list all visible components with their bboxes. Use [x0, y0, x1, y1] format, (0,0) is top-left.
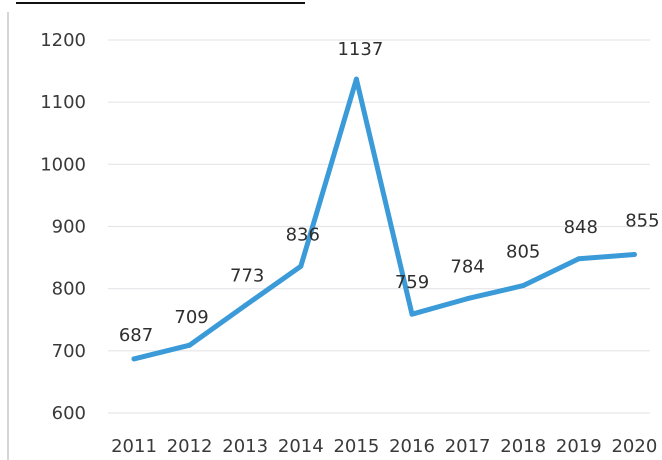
- data-label: 848: [564, 217, 598, 238]
- data-point: [353, 76, 359, 82]
- data-point: [520, 283, 526, 289]
- y-tick-label: 700: [52, 341, 86, 362]
- x-tick-label: 2011: [111, 436, 157, 457]
- data-point: [576, 256, 582, 262]
- x-tick-label: 2013: [222, 436, 268, 457]
- x-tick-label: 2017: [445, 436, 491, 457]
- data-point: [465, 296, 471, 302]
- data-label: 805: [506, 242, 540, 263]
- data-point: [298, 263, 304, 269]
- y-tick-label: 1200: [40, 30, 86, 51]
- gridlines: [108, 39, 650, 414]
- series-line: [131, 76, 637, 362]
- data-point: [631, 251, 637, 257]
- data-point: [242, 302, 248, 308]
- x-tick-label: 2016: [389, 436, 435, 457]
- x-tick-label: 2014: [278, 436, 324, 457]
- y-tick-label: 600: [52, 403, 86, 424]
- data-label: 836: [286, 224, 320, 245]
- data-point: [131, 356, 137, 362]
- data-labels: 687 709 773 836 1137 759 784 805 848 855: [119, 39, 660, 346]
- x-axis-ticks: 2011 2012 2013 2014 2015 2016 2017 2018 2019 2020: [111, 436, 657, 457]
- x-tick-label: 2015: [333, 436, 379, 457]
- y-tick-label: 900: [52, 217, 86, 238]
- y-tick-label: 1100: [40, 92, 86, 113]
- x-tick-label: 2019: [556, 436, 602, 457]
- data-point: [187, 342, 193, 348]
- data-label: 855: [625, 210, 659, 231]
- data-label: 687: [119, 325, 153, 346]
- data-point: [409, 311, 415, 317]
- x-tick-label: 2012: [167, 436, 213, 457]
- data-label: 773: [230, 265, 264, 286]
- y-tick-label: 800: [52, 279, 86, 300]
- data-label: 784: [450, 257, 484, 278]
- series-line-path: [131, 76, 637, 362]
- data-label: 1137: [337, 39, 383, 60]
- y-axis-ticks: 600 700 800 900 1000 1100 1200: [40, 30, 86, 424]
- data-label: 709: [174, 307, 208, 328]
- x-tick-label: 2020: [611, 436, 657, 457]
- x-tick-label: 2018: [500, 436, 546, 457]
- data-label: 759: [395, 272, 429, 293]
- y-tick-label: 1000: [40, 154, 86, 175]
